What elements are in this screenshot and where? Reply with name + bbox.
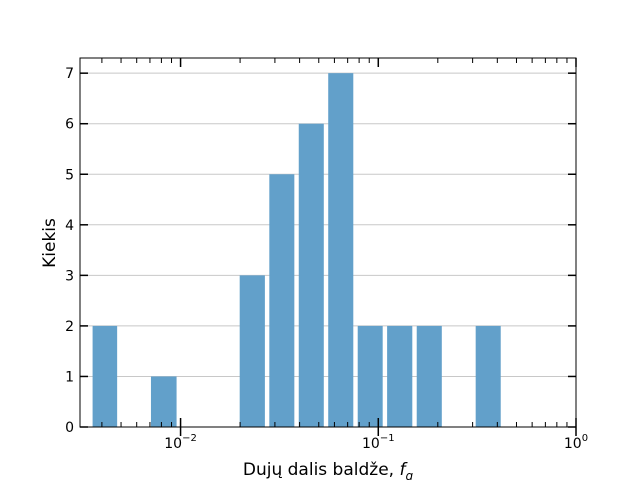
x-tick-exponent: 0 — [582, 433, 588, 444]
y-axis-label: Kiekis — [40, 218, 60, 268]
y-tick-label: 0 — [65, 420, 74, 436]
histogram-bar — [475, 325, 501, 427]
x-tick-label: 10−2 — [164, 433, 197, 452]
x-tick-label: 100 — [564, 433, 588, 452]
histogram-bar — [328, 73, 354, 428]
grid-lines — [80, 72, 576, 377]
histogram-bar — [416, 325, 442, 427]
y-tick-label: 6 — [65, 117, 74, 133]
ticks — [80, 58, 577, 436]
y-tick-label: 1 — [65, 369, 74, 385]
y-tick-label: 4 — [65, 218, 74, 234]
x-tick-exponent: −1 — [380, 433, 395, 444]
histogram-bar — [269, 174, 295, 427]
x-tick-base: 10 — [164, 436, 182, 452]
x-axis-label-text: Dujų dalis baldže, — [243, 460, 400, 480]
x-tick-label: 10−1 — [362, 433, 395, 452]
histogram-bar — [298, 123, 324, 427]
x-axis-label-symbol: f — [399, 460, 408, 480]
histogram-bar — [150, 376, 177, 427]
y-tick-label: 3 — [65, 268, 74, 284]
x-axis-label-subscript: g — [405, 469, 413, 480]
histogram-bar — [387, 325, 413, 427]
x-tick-exponent: −2 — [182, 433, 197, 444]
bars — [92, 73, 501, 428]
histogram-bar — [239, 275, 265, 427]
y-tick-label: 5 — [65, 167, 74, 183]
plot-frame — [79, 57, 577, 428]
x-tick-base: 10 — [564, 436, 582, 452]
x-tick-base: 10 — [362, 436, 380, 452]
histogram-bar — [92, 325, 118, 427]
x-axis-label: Dujų dalis baldže, fg — [243, 460, 414, 480]
y-tick-label: 7 — [65, 66, 74, 82]
histogram-bar — [357, 325, 383, 427]
y-tick-label: 2 — [65, 319, 74, 335]
